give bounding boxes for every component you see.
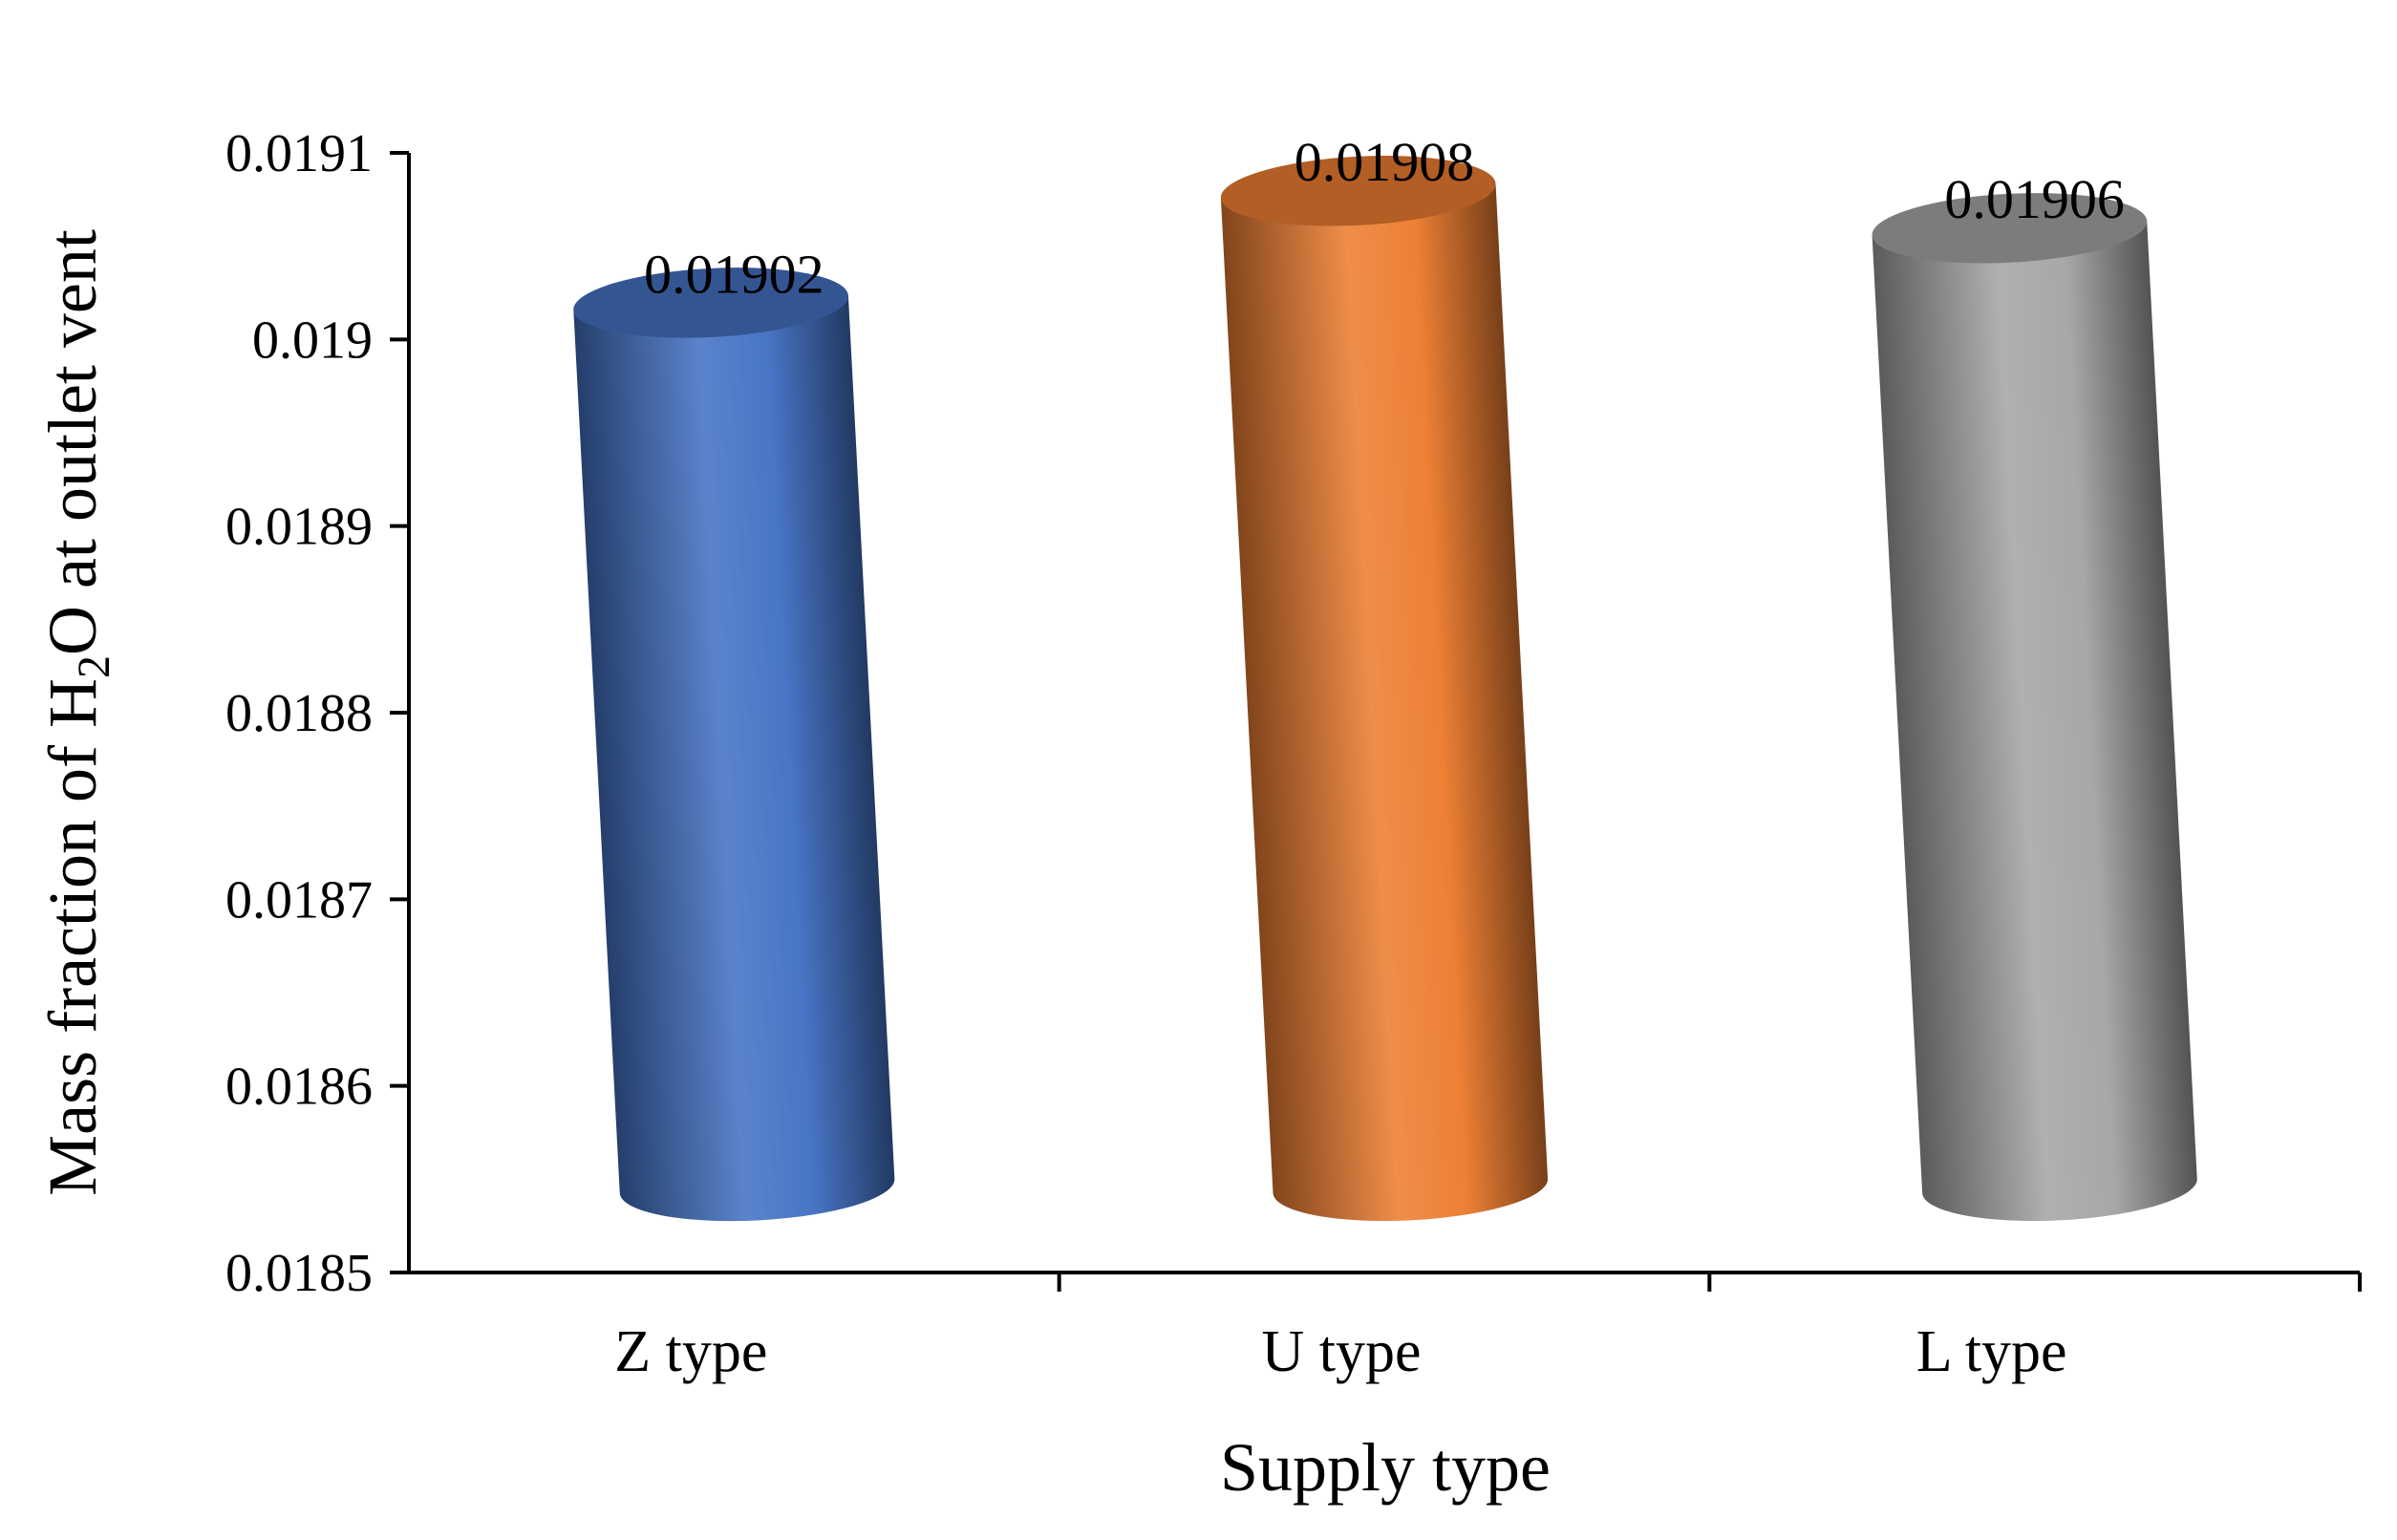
data-labels: 0.01902 0.01908 0.01906	[644, 131, 2125, 305]
bar	[573, 267, 895, 1222]
bar-body	[1220, 183, 1549, 1222]
x-tick-labels: Z type U type L type	[614, 1319, 2066, 1384]
bar-body	[573, 295, 895, 1222]
y-tick-label: 0.0188	[225, 684, 373, 743]
y-tick-label: 0.0191	[225, 124, 373, 183]
data-label: 0.01908	[1295, 131, 1475, 193]
y-tick-label: 0.019	[252, 310, 373, 370]
x-tick-label: U type	[1261, 1319, 1421, 1384]
bar-top	[573, 267, 848, 338]
data-label: 0.01902	[644, 243, 824, 305]
bar	[1872, 193, 2197, 1222]
y-tick-label: 0.0186	[225, 1058, 373, 1117]
x-tick-label: Z type	[614, 1319, 767, 1384]
bar-top	[1872, 193, 2148, 264]
bar-body	[1872, 221, 2197, 1222]
y-axis-title-part2: O at outlet vent	[34, 229, 111, 655]
y-tick-label: 0.0189	[225, 498, 373, 557]
y-ticks: 0.0185 0.0186 0.0187 0.0188 0.0189 0.019 0.019…	[225, 124, 409, 1303]
bar	[1220, 156, 1549, 1222]
bar-top	[1220, 156, 1496, 226]
y-axis-title: Mass fraction of H2O at outlet vent	[34, 229, 119, 1196]
y-axis-title-subscript: 2	[69, 655, 119, 678]
data-label: 0.01906	[1944, 168, 2125, 230]
y-tick-label: 0.0187	[225, 870, 373, 930]
y-tick-label: 0.0185	[225, 1244, 373, 1303]
y-axis-title-part1: Mass fraction of H	[34, 678, 111, 1196]
bars-layer	[573, 156, 2197, 1222]
x-axis-title: Supply type	[1220, 1429, 1551, 1506]
x-tick-label: L type	[1916, 1319, 2067, 1384]
